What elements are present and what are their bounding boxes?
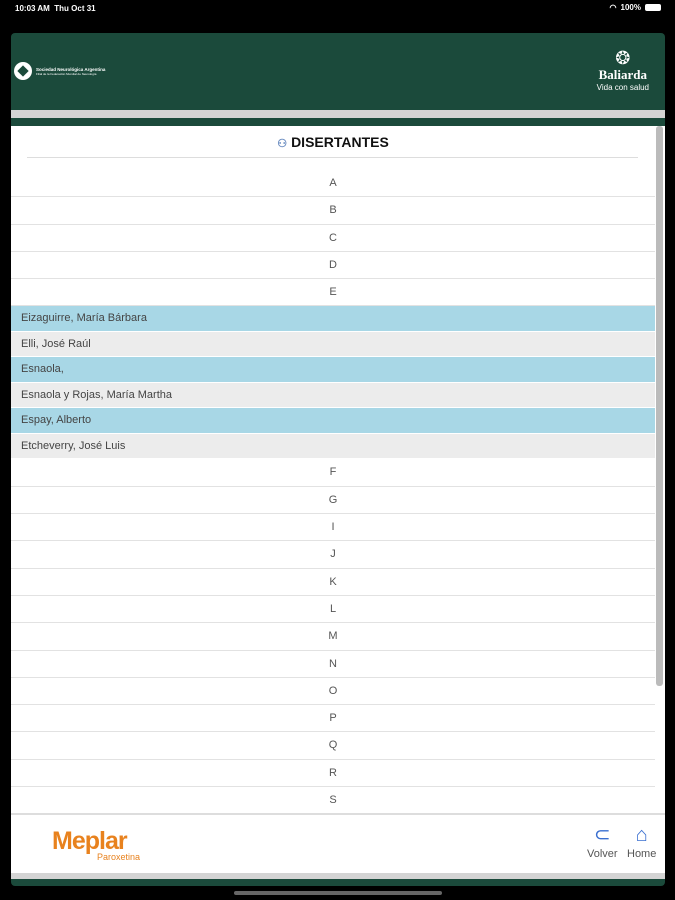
letter-header[interactable]: M bbox=[11, 623, 655, 651]
sna-name: Sociedad Neurológica Argentina bbox=[36, 66, 106, 72]
meplar-subtitle: Paroxetina bbox=[97, 852, 141, 862]
status-time: 10:03 AM Thu Oct 31 bbox=[15, 4, 96, 13]
letter-header[interactable]: C bbox=[11, 225, 655, 252]
letter-header[interactable]: N bbox=[11, 651, 655, 678]
home-indicator[interactable] bbox=[234, 891, 442, 895]
speaker-item[interactable]: Etcheverry, José Luis bbox=[11, 433, 655, 460]
letter-header[interactable]: P bbox=[11, 705, 655, 733]
speaker-item[interactable]: Eizaguirre, María Bárbara bbox=[11, 306, 655, 332]
meplar-logo: Meplar Paroxetina bbox=[52, 827, 140, 862]
footer-divider bbox=[11, 873, 665, 879]
speaker-item[interactable]: Esnaola y Rojas, María Martha bbox=[11, 382, 655, 409]
app-window: Sociedad Neurológica Argentina Filial de … bbox=[11, 33, 665, 886]
speakers-list-panel: ⚇ DISERTANTES A B C D E Eizaguirre, María Bárb… bbox=[11, 126, 665, 813]
letter-header[interactable]: L bbox=[11, 596, 655, 624]
speaker-item[interactable]: Esnaola, bbox=[11, 357, 655, 383]
letter-header[interactable]: D bbox=[11, 252, 655, 280]
speaker-item[interactable]: Elli, José Raúl bbox=[11, 331, 655, 358]
footer: Meplar Paroxetina ⊂ Volver ⌂ Home bbox=[11, 813, 665, 873]
sna-logo: Sociedad Neurológica Argentina Filial de … bbox=[14, 62, 105, 80]
letter-header[interactable]: S bbox=[11, 787, 655, 813]
letter-header[interactable]: A bbox=[11, 170, 655, 198]
battery-icon bbox=[645, 4, 661, 11]
letter-header[interactable]: K bbox=[11, 569, 655, 596]
letter-header[interactable]: E bbox=[11, 279, 655, 307]
wifi-icon: ◠ bbox=[609, 3, 617, 12]
letter-header[interactable]: G bbox=[11, 487, 655, 515]
letter-header[interactable]: R bbox=[11, 760, 655, 788]
baliarda-tagline: Vida con salud bbox=[596, 83, 649, 92]
home-icon: ⌂ bbox=[635, 824, 648, 846]
scrollbar[interactable] bbox=[656, 126, 663, 686]
letter-header[interactable]: Q bbox=[11, 732, 655, 760]
sna-logo-icon bbox=[14, 62, 32, 80]
baliarda-logo: ❂ Baliarda Vida con salud bbox=[597, 49, 649, 92]
people-icon: ⚇ bbox=[277, 138, 288, 150]
meplar-brand: Meplar bbox=[52, 827, 128, 855]
home-label: Home bbox=[627, 848, 657, 860]
title-divider bbox=[27, 157, 638, 158]
letter-header[interactable]: J bbox=[11, 541, 655, 569]
letter-header[interactable]: I bbox=[11, 514, 655, 542]
header: Sociedad Neurológica Argentina Filial de … bbox=[11, 33, 665, 108]
battery-level: 100% bbox=[620, 3, 641, 12]
baliarda-icon: ❂ bbox=[615, 48, 631, 68]
header-divider bbox=[11, 110, 665, 118]
sna-subtitle: Filial de la Federación Mundial de Neuro… bbox=[36, 71, 97, 76]
chevron-left-circle-icon: ⊂ bbox=[593, 824, 611, 846]
page-title: ⚇ DISERTANTES bbox=[277, 134, 389, 150]
speakers-list: A B C D E Eizaguirre, María Bárbara Elli, José… bbox=[11, 170, 655, 813]
back-label: Volver bbox=[587, 848, 618, 860]
back-button[interactable]: ⊂ Volver bbox=[587, 823, 618, 860]
home-button[interactable]: ⌂ Home bbox=[627, 823, 656, 860]
baliarda-name: Baliarda bbox=[598, 67, 648, 82]
status-bar: 10:03 AM Thu Oct 31 ◠ 100% bbox=[0, 0, 675, 33]
letter-header[interactable]: F bbox=[11, 459, 655, 487]
letter-header[interactable]: B bbox=[11, 197, 655, 225]
speaker-item[interactable]: Espay, Alberto bbox=[11, 408, 655, 434]
letter-header[interactable]: O bbox=[11, 678, 655, 706]
